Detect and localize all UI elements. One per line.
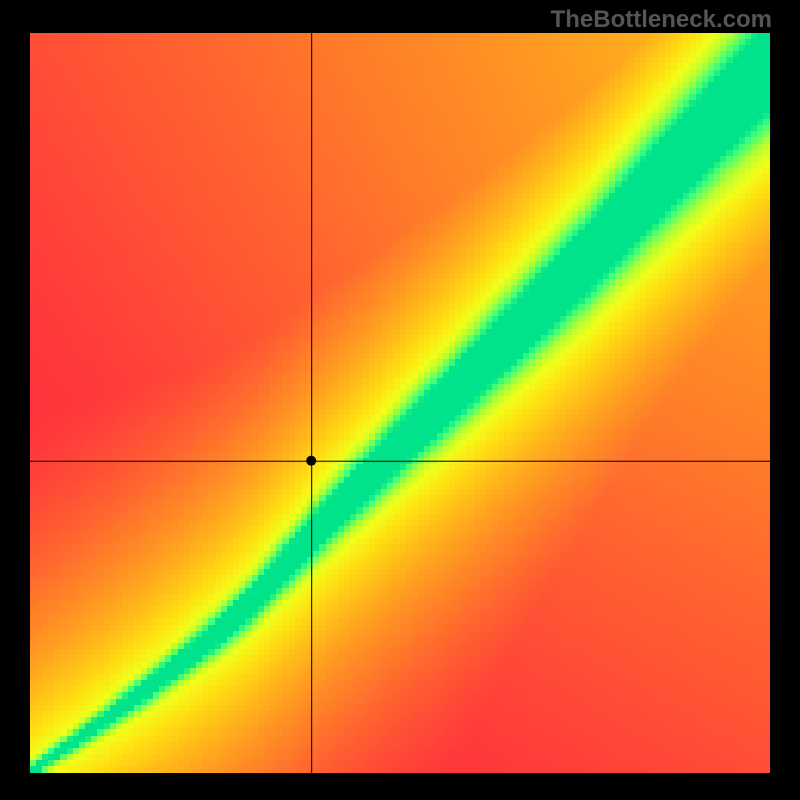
chart-container: TheBottleneck.com: [0, 0, 800, 800]
bottleneck-heatmap: [30, 33, 770, 773]
watermark-text: TheBottleneck.com: [551, 6, 772, 34]
